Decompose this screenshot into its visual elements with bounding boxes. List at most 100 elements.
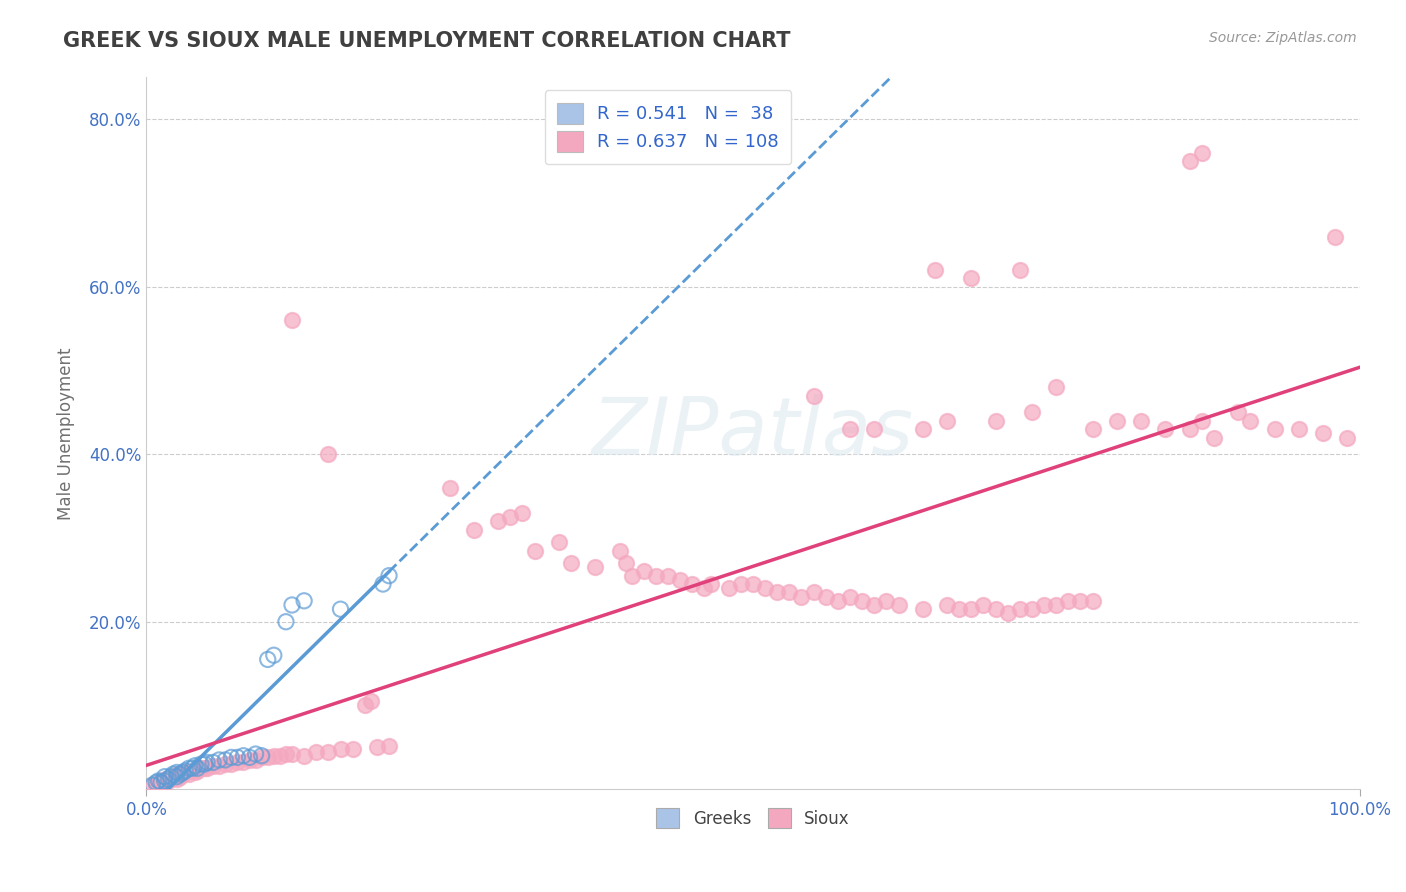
Point (1130, 414, 1153, 428)
Point (250, 748, 273, 763)
Point (960, 602, 983, 616)
Point (184, 765, 207, 780)
Point (669, 573, 692, 587)
Point (693, 581, 716, 595)
Point (153, 775, 176, 789)
Point (281, 598, 304, 612)
Point (463, 523, 485, 537)
Point (184, 758, 207, 772)
Point (245, 747, 267, 761)
Point (790, 590, 813, 604)
Point (1081, 422, 1104, 436)
Point (1312, 426, 1334, 441)
Point (1021, 602, 1043, 616)
Point (609, 543, 631, 558)
Text: Source: ZipAtlas.com: Source: ZipAtlas.com (1209, 31, 1357, 45)
Point (1021, 405, 1043, 419)
Point (232, 748, 254, 763)
Point (1239, 414, 1261, 428)
Point (305, 745, 328, 759)
Point (730, 577, 752, 591)
Point (875, 594, 897, 608)
Point (1227, 405, 1250, 419)
Point (997, 607, 1019, 621)
Point (1045, 380, 1067, 394)
Point (378, 739, 401, 753)
Point (238, 750, 260, 764)
Point (645, 568, 668, 582)
Point (353, 698, 375, 713)
Point (186, 761, 208, 775)
Point (141, 778, 163, 792)
Point (166, 770, 188, 784)
Point (512, 506, 534, 520)
Point (141, 778, 163, 792)
Point (232, 756, 254, 770)
Point (214, 753, 236, 767)
Point (371, 577, 394, 591)
Point (1324, 229, 1347, 244)
Point (1264, 422, 1286, 436)
Point (153, 773, 176, 788)
Point (281, 747, 304, 761)
Point (681, 577, 703, 591)
Point (560, 556, 582, 570)
Point (166, 772, 188, 787)
Point (172, 765, 194, 780)
Point (157, 772, 180, 787)
Point (766, 585, 789, 599)
Point (174, 765, 197, 780)
Point (911, 422, 934, 436)
Point (329, 742, 352, 756)
Point (329, 602, 352, 616)
Point (803, 389, 825, 403)
Point (172, 767, 194, 781)
Point (245, 753, 267, 767)
Text: ZIPatlas: ZIPatlas (592, 394, 914, 473)
Point (486, 514, 509, 528)
Point (194, 757, 217, 772)
Point (292, 594, 315, 608)
Point (1154, 422, 1177, 436)
Point (984, 414, 1007, 428)
Legend: Greeks, Sioux: Greeks, Sioux (650, 802, 856, 834)
Point (911, 602, 934, 616)
Point (1033, 598, 1056, 612)
Point (214, 757, 236, 772)
Point (208, 753, 231, 767)
Point (190, 757, 212, 772)
Point (633, 565, 655, 579)
Point (181, 761, 204, 775)
Point (149, 775, 172, 789)
Point (174, 764, 197, 778)
Point (148, 773, 170, 788)
Point (274, 615, 297, 629)
Point (318, 745, 340, 759)
Point (839, 590, 862, 604)
Point (1202, 430, 1225, 444)
Point (742, 577, 765, 591)
Point (186, 764, 208, 778)
Point (1105, 414, 1128, 428)
Point (378, 568, 401, 582)
Point (195, 761, 218, 775)
Point (851, 594, 873, 608)
Point (1081, 594, 1104, 608)
Point (202, 756, 225, 770)
Point (754, 581, 776, 595)
Point (169, 770, 191, 784)
Point (1178, 154, 1201, 169)
Point (159, 772, 181, 787)
Point (1336, 430, 1358, 444)
Point (226, 750, 249, 764)
Point (148, 775, 170, 789)
Point (145, 775, 167, 789)
Point (1288, 422, 1310, 436)
Point (614, 556, 637, 570)
Point (162, 767, 184, 781)
Point (1191, 414, 1213, 428)
Point (972, 598, 994, 612)
Point (221, 757, 243, 772)
Point (366, 740, 388, 755)
Point (177, 761, 200, 775)
